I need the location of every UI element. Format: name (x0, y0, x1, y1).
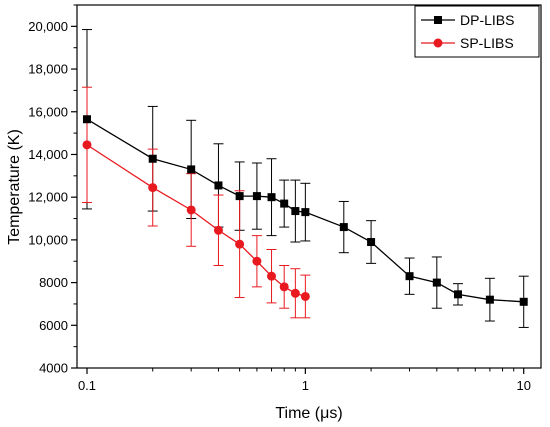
dp-libs-point (267, 193, 276, 202)
dp-libs-point (519, 297, 528, 306)
y-tick-label: 16,000 (28, 104, 68, 119)
y-tick-label: 8000 (39, 275, 68, 290)
sp-libs-series-line (86, 144, 306, 298)
y-axis-title: Temperature (K) (6, 129, 23, 245)
dp-libs-point (235, 192, 244, 201)
dp-libs-point (367, 238, 376, 247)
sp-libs-point (213, 225, 223, 235)
y-tick-label: 10,000 (28, 232, 68, 247)
dp-libs-point (214, 181, 223, 190)
dp-libs-point (280, 199, 289, 208)
legend-label-sp-libs: SP-LIBS (460, 35, 514, 51)
y-tick-label: 4000 (39, 361, 68, 376)
dp-libs-point (82, 115, 91, 124)
y-axis: 4000 6000 8000 10,000 12,000 14,000 16,000 18,0… (28, 4, 77, 376)
x-tick-label: 1 (302, 378, 309, 393)
y-tick-label: 18,000 (28, 62, 68, 77)
sp-libs-point (300, 291, 310, 301)
sp-libs-point (148, 183, 158, 193)
dp-libs-point (432, 278, 441, 287)
sp-libs-point (290, 288, 300, 298)
legend-marker-sp-libs (433, 38, 443, 48)
dp-libs-point (291, 207, 300, 216)
dp-libs-point (148, 154, 157, 163)
x-tick-label: 0.1 (78, 378, 96, 393)
legend-label-dp-libs: DP-LIBS (460, 12, 514, 28)
dp-libs-point (339, 223, 348, 232)
dp-libs-point (301, 208, 310, 217)
sp-libs-point (82, 140, 92, 150)
legend: DP-LIBS SP-LIBS (414, 5, 540, 58)
sp-libs-point (252, 256, 262, 266)
y-tick-label: 6000 (39, 318, 68, 333)
dp-libs-point (485, 295, 494, 304)
legend-marker-dp-libs (434, 16, 442, 24)
plot-area (77, 5, 541, 368)
dp-libs-point (405, 272, 414, 281)
plot-frame (76, 4, 542, 369)
x-axis: 0.1 1 10 (78, 368, 531, 393)
dp-libs-point (252, 192, 261, 201)
y-tick-label: 20,000 (28, 19, 68, 34)
sp-libs-point (267, 271, 277, 281)
sp-libs-point (279, 282, 289, 292)
x-tick-label: 10 (516, 378, 530, 393)
dp-libs-point (187, 165, 196, 174)
y-tick-label: 14,000 (28, 147, 68, 162)
legend-box (414, 5, 540, 58)
x-axis-title: Time (μs) (275, 405, 342, 422)
dp-libs-point (453, 290, 462, 299)
y-tick-label: 12,000 (28, 190, 68, 205)
data-markers (82, 115, 528, 306)
sp-libs-point (186, 205, 196, 215)
sp-libs-point (235, 239, 245, 249)
